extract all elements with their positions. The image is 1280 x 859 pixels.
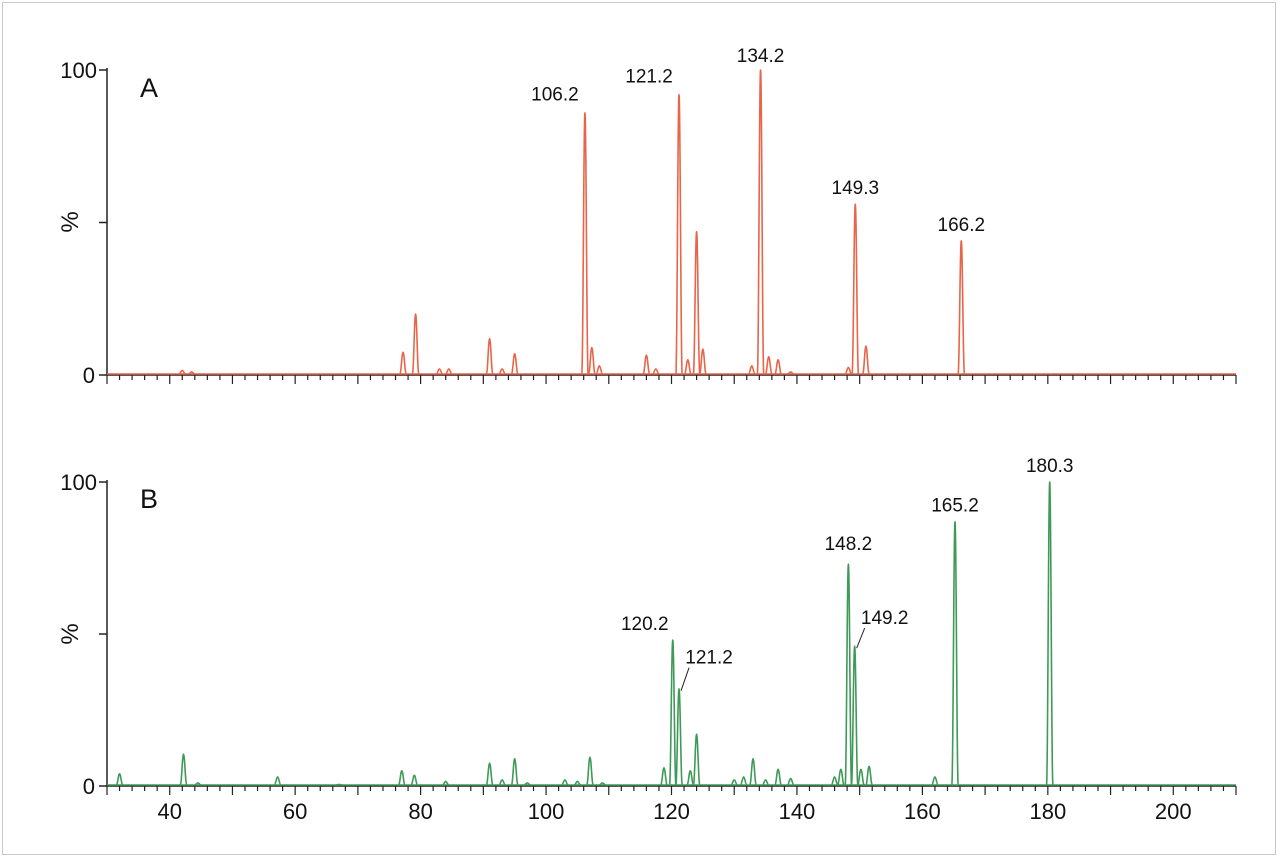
spectrum-peak (856, 768, 865, 786)
spectrum-peak (510, 352, 519, 375)
spectrum-panel-b: 0 100% 40 60 80 100 120 140 160 180 200 B 120.2 121.2… (57, 456, 1237, 824)
peak-label: 149.2 (861, 608, 909, 629)
spectrum-peak (683, 358, 692, 375)
peak-label: 134.2 (737, 46, 785, 67)
spectrum-peak (510, 757, 519, 786)
spectrum-peak (762, 779, 770, 786)
spectrum-peak (561, 779, 569, 786)
spectrum-peak (523, 782, 531, 786)
spectrum-peak (1045, 481, 1054, 786)
spectrum-peak (397, 769, 406, 786)
x-tick-label: 120 (653, 799, 690, 824)
spectrum-peak (951, 520, 960, 786)
spectrum-peak (692, 733, 701, 786)
spectrum-peak (435, 368, 443, 375)
y-tick-label: 100 (60, 470, 97, 495)
spectrum-peak (668, 639, 677, 786)
spectrum-peak (580, 111, 589, 375)
peak-label: 180.3 (1026, 456, 1074, 477)
spectrum-peak (764, 355, 773, 375)
peak-label-leader (856, 627, 866, 649)
peak-label: 121.2 (685, 648, 733, 669)
spectrum-peak (179, 753, 188, 786)
y-tick-label: 0 (83, 363, 95, 388)
spectrum-peak (642, 354, 651, 375)
x-tick-label: 100 (528, 799, 565, 824)
spectrum-peak (178, 369, 186, 375)
spectrum-peak (410, 774, 419, 786)
x-tick-label: 40 (157, 799, 181, 824)
x-tick-label: 140 (779, 799, 816, 824)
spectrum-peak (749, 757, 758, 786)
x-tick-label: 200 (1155, 799, 1192, 824)
spectrum-peak (686, 769, 695, 786)
spectrum-peak (675, 687, 684, 786)
spectrum-peak (599, 782, 606, 786)
spectrum-peak (595, 365, 604, 375)
peak-label: 121.2 (625, 66, 673, 87)
spectrum-peak (836, 768, 845, 786)
spectrum-peak (498, 368, 506, 375)
x-tick-label: 80 (408, 799, 432, 824)
spectrum-peak (844, 366, 852, 375)
spectrum-peak (774, 768, 783, 786)
spectrum-peak (411, 313, 420, 375)
peak-label: 106.2 (531, 85, 579, 106)
spectrum-peak (573, 780, 581, 786)
spectrum-peak (115, 773, 124, 786)
spectrum-peak (850, 645, 859, 786)
spectrum-peak (194, 782, 202, 786)
spectrum-peak (844, 563, 853, 786)
spectrum-peak (774, 358, 783, 375)
spectrum-peak (851, 203, 860, 375)
spectrum-peak (399, 351, 408, 375)
spectrum-peak (787, 371, 795, 375)
panel-label: B (140, 484, 158, 514)
spectrum-peak (865, 765, 874, 786)
spectrum-peak (739, 776, 748, 786)
spectrum-peak (273, 776, 282, 786)
spectrum-peak (659, 766, 668, 786)
spectrum-peak (747, 365, 756, 375)
panel-label: A (140, 73, 158, 103)
spectrum-peak (957, 239, 966, 375)
spectrum-peak (698, 348, 707, 375)
spectrum-peak (930, 776, 939, 786)
spectrum-peak (335, 783, 343, 786)
spectrum-peak (498, 779, 506, 786)
spectrum-peak (830, 776, 839, 786)
peak-label: 149.3 (832, 178, 880, 199)
spectrum-peak (861, 345, 870, 375)
spectrum-peak (188, 371, 196, 375)
peak-label: 165.2 (931, 496, 979, 517)
y-tick-label: 0 (83, 774, 95, 799)
spectrum-peak (585, 756, 594, 786)
spectrum-peak (756, 69, 765, 375)
spectrum-panel-a: 0 100% A 106.2 121.2 134.2 149.3 166.2 (57, 46, 1237, 388)
spectrum-peak (692, 230, 701, 375)
y-axis-label: % (57, 211, 84, 232)
peak-label-leader (680, 667, 690, 691)
spectrum-peak (485, 337, 494, 375)
x-tick-label: 180 (1029, 799, 1066, 824)
x-tick-label: 60 (283, 799, 307, 824)
x-tick-label: 160 (904, 799, 941, 824)
spectrum-peak (787, 777, 795, 786)
y-axis-label: % (57, 623, 84, 644)
peak-label: 120.2 (621, 614, 669, 635)
spectrum-peak (485, 762, 494, 786)
spectrum-peak (675, 93, 684, 375)
spectrum-peak (587, 346, 596, 375)
spectrum-peak (652, 368, 660, 375)
y-tick-label: 100 (60, 58, 97, 83)
spectrum-peak (730, 779, 738, 786)
spectrum-peak (442, 780, 450, 786)
peak-label: 148.2 (825, 534, 873, 555)
spectrum-peak (445, 368, 453, 375)
peak-label: 166.2 (938, 215, 986, 236)
